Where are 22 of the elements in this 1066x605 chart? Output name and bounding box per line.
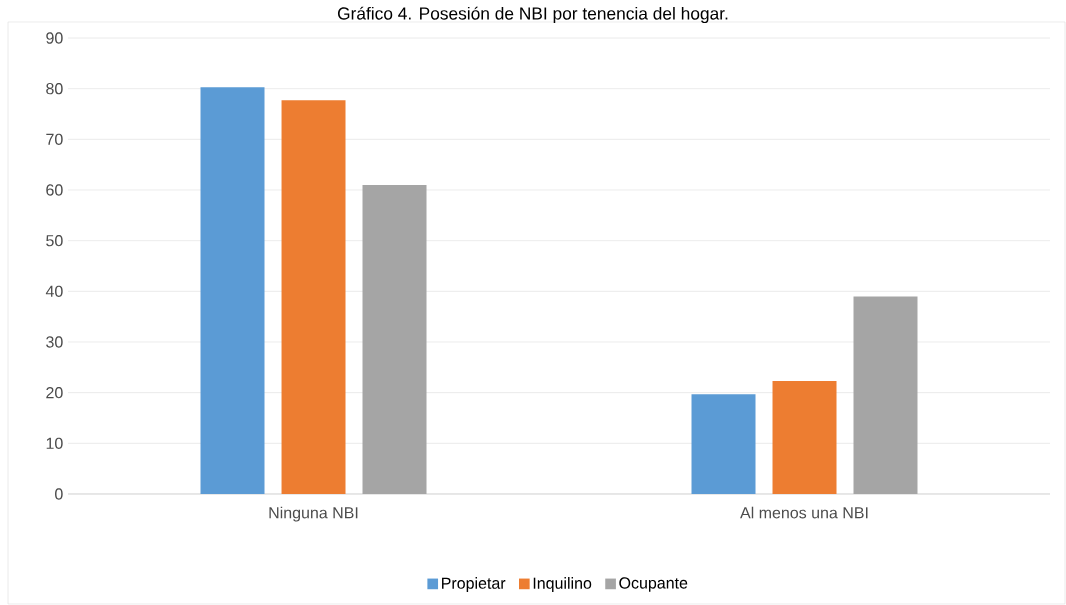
bar (691, 394, 756, 494)
y-tick-label: 80 (46, 83, 63, 95)
bar (281, 100, 346, 494)
x-tick-label: Al menos una NBI (740, 506, 868, 519)
y-tick-label: 50 (46, 235, 63, 247)
bar (853, 296, 918, 494)
y-tick-label: 90 (46, 32, 63, 44)
chart-title: Gráfico 4. Posesión de NBI por tenencia del hogar. (337, 6, 728, 24)
bar (200, 87, 265, 494)
bar (362, 184, 427, 494)
legend-label: Propietar (442, 577, 506, 593)
y-tick-label: 30 (46, 336, 63, 348)
y-tick-label: 20 (46, 387, 63, 399)
bar (772, 381, 837, 494)
y-tick-label: 60 (46, 184, 63, 196)
x-tick-label: Ninguna NBI (269, 506, 358, 522)
y-tick-label: 70 (46, 133, 63, 145)
legend-label: Inquilino (533, 577, 592, 593)
y-tick-label: 0 (55, 488, 63, 500)
y-tick-label: 10 (46, 437, 63, 449)
legend-label: Ocupante (619, 577, 688, 592)
y-tick-label: 40 (45, 285, 63, 297)
